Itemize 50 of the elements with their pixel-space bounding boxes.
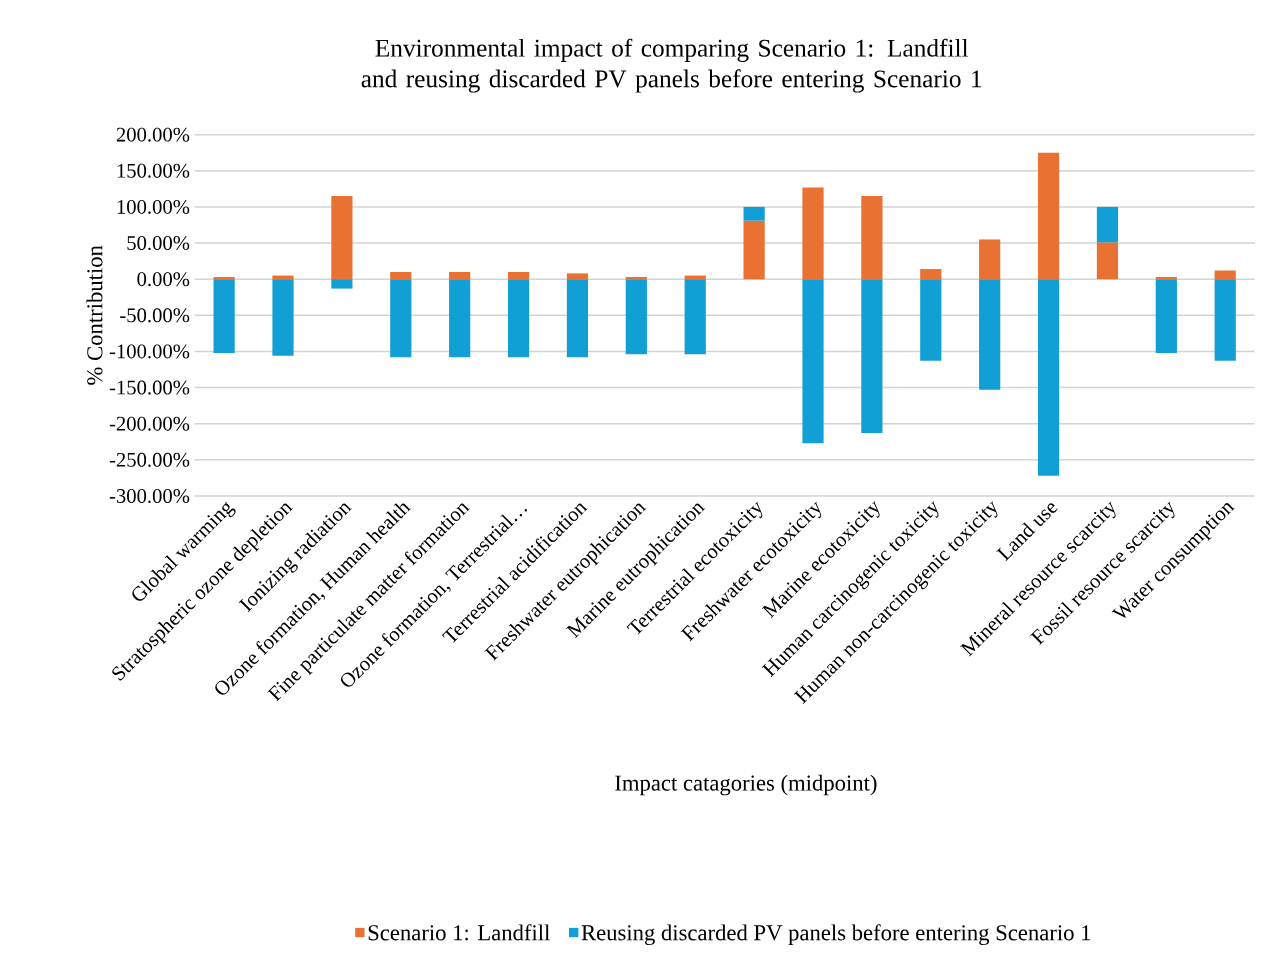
bar xyxy=(1214,279,1236,361)
legend-label: Scenario 1: Landfill xyxy=(368,924,550,941)
bar xyxy=(1037,279,1060,476)
bar xyxy=(1214,270,1236,280)
bar xyxy=(566,273,589,280)
y-tick-label: -150.00% xyxy=(109,380,190,395)
bar xyxy=(802,279,824,444)
bar xyxy=(331,279,353,289)
bar xyxy=(802,187,824,280)
bar xyxy=(861,196,883,280)
bar xyxy=(507,279,530,358)
chart-title: Environmental impact of comparing Scenario 1: Landfill and reusing discarded PV panels before entering Scenario 1 xyxy=(361,38,982,93)
legend-label: Reusing discarded PV panels before entering Scenario 1 xyxy=(581,924,1091,946)
bar xyxy=(979,279,1001,390)
bar xyxy=(507,271,530,280)
y-tick-label: -250.00% xyxy=(109,452,190,467)
bar xyxy=(1155,279,1177,353)
y-tick-label: 150.00% xyxy=(117,163,190,178)
bar xyxy=(920,269,942,280)
bar xyxy=(272,279,294,356)
bar xyxy=(684,279,706,355)
bar xyxy=(1037,152,1060,280)
y-tick-label: 200.00% xyxy=(116,127,190,142)
y-tick-label: 50.00% xyxy=(127,236,190,251)
bar xyxy=(979,239,1001,280)
y-tick-label: 0.00% xyxy=(137,272,190,287)
y-tick-label: 100.00% xyxy=(117,199,190,214)
bar xyxy=(566,279,589,358)
bar xyxy=(625,279,647,355)
bar xyxy=(743,220,765,280)
y-axis-title: % Contribution xyxy=(86,245,103,385)
bar xyxy=(390,271,412,280)
bar xyxy=(920,279,942,361)
y-tick-label: -50.00% xyxy=(120,308,190,323)
bar xyxy=(625,277,647,280)
bar xyxy=(449,279,471,358)
y-tick-label: -300.00% xyxy=(109,488,190,504)
bar xyxy=(213,279,235,353)
bar xyxy=(390,279,412,358)
x-axis-title: Impact catagories (midpoint) xyxy=(615,774,877,796)
bar xyxy=(1155,277,1177,280)
bar xyxy=(449,271,471,280)
bar xyxy=(861,279,883,434)
bar xyxy=(743,206,765,221)
bar xyxy=(1096,242,1119,280)
y-tick-label: -200.00% xyxy=(109,416,190,431)
bar xyxy=(331,196,353,280)
y-tick-label: -100.00% xyxy=(109,344,190,359)
bar xyxy=(213,277,235,280)
bar xyxy=(1096,206,1119,243)
